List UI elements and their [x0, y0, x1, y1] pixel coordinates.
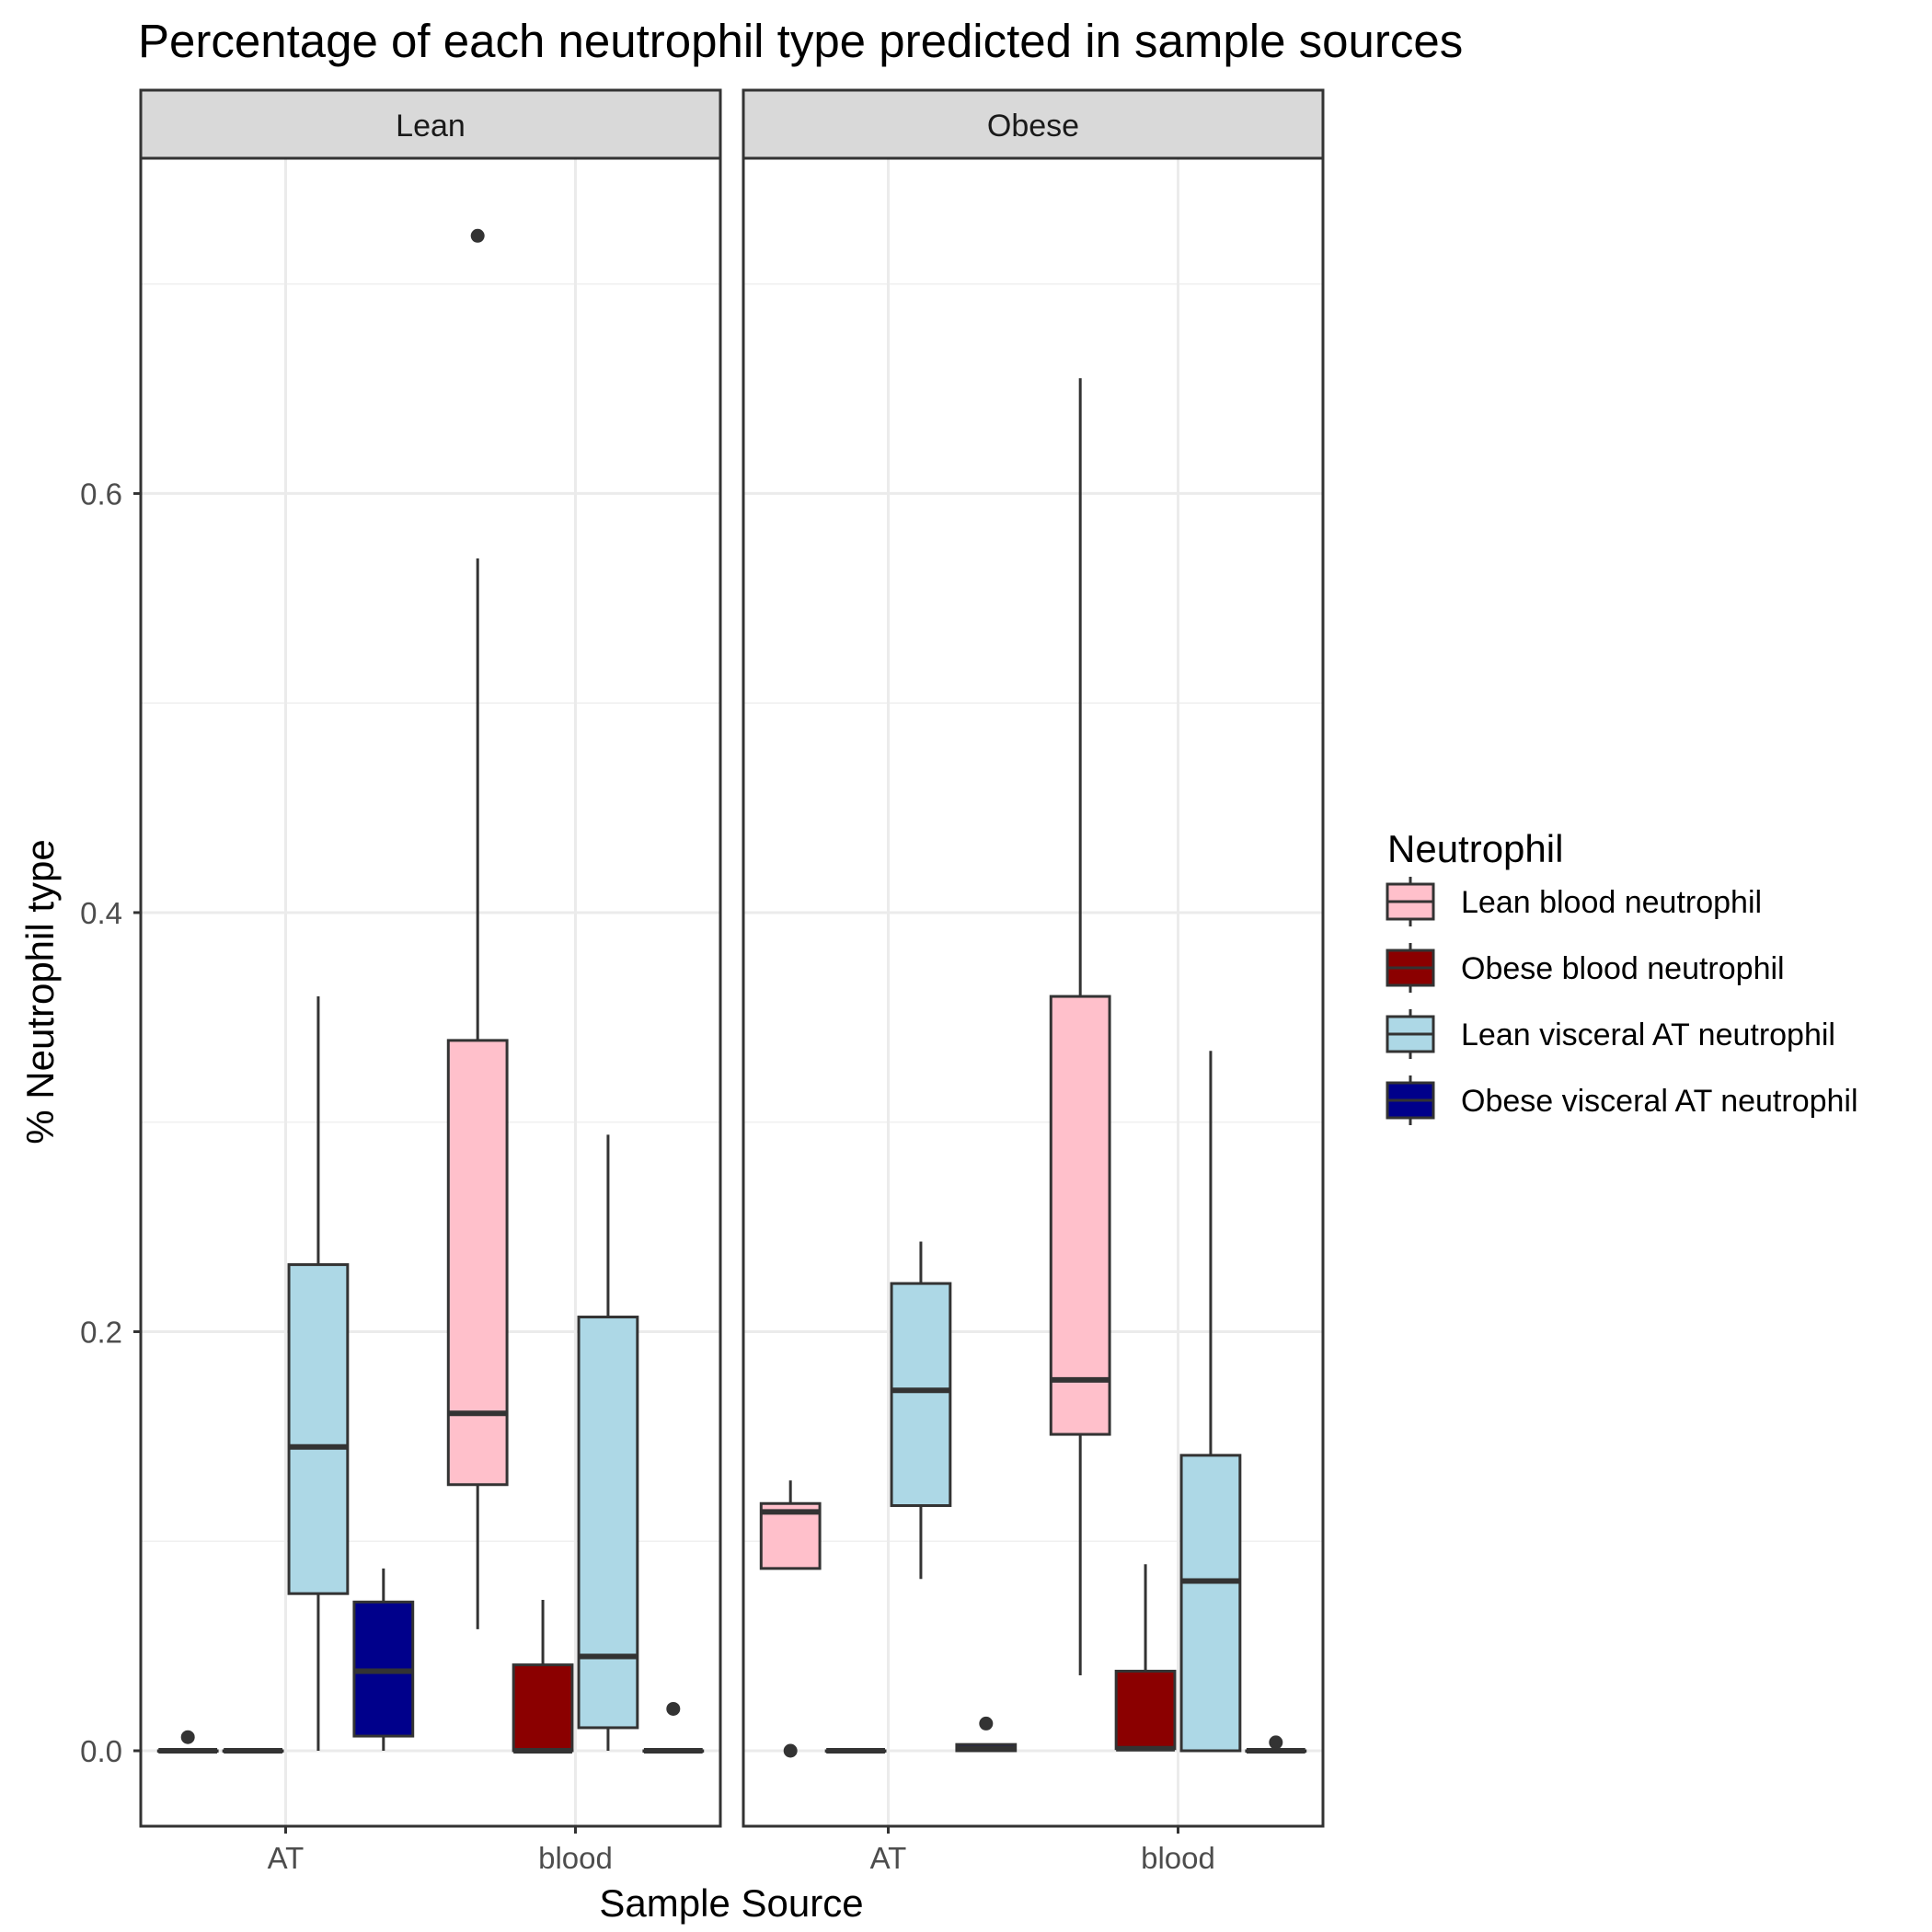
- legend-item: Obese visceral AT neutrophil: [1386, 1075, 1858, 1125]
- box: [446, 1039, 509, 1487]
- boxplot-AT-series-0: [156, 1730, 219, 1754]
- x-axis-title: Sample Source: [599, 1881, 863, 1925]
- outlier-point: [979, 1716, 994, 1731]
- panel-border: [139, 156, 722, 1828]
- outlier-point: [180, 1730, 195, 1744]
- chart-title: Percentage of each neutrophil type predi…: [138, 15, 1463, 67]
- strip-background: [139, 88, 722, 160]
- legend-label: Lean visceral AT neutrophil: [1461, 1018, 1835, 1052]
- legend-label: Obese blood neutrophil: [1461, 951, 1785, 986]
- facet-panel-obese: Obese: [742, 88, 1325, 1828]
- box: [1049, 995, 1111, 1436]
- boxplot-AT-series-1: [824, 1748, 887, 1754]
- boxplot-blood-series-0: [446, 228, 509, 1629]
- boxplot-AT-series-3: [955, 1716, 1018, 1753]
- outlier-point: [1269, 1735, 1283, 1750]
- x-tick-label: blood: [1141, 1841, 1215, 1875]
- box: [577, 1316, 639, 1730]
- strip-background: [742, 88, 1325, 160]
- boxplot-AT-series-1: [222, 1748, 284, 1754]
- boxplot-blood-series-3: [642, 1701, 705, 1754]
- box: [287, 1263, 350, 1595]
- strip-label-lean: Lean: [396, 109, 466, 144]
- gridlines: [141, 158, 720, 1826]
- legend-label: Lean blood neutrophil: [1461, 885, 1762, 920]
- legend-label: Obese visceral AT neutrophil: [1461, 1084, 1858, 1119]
- outlier-point: [666, 1701, 681, 1716]
- box-marks: [759, 378, 1307, 1758]
- boxplot-AT-series-2: [287, 996, 350, 1752]
- box: [512, 1663, 574, 1753]
- y-tick-label: 0.0: [80, 1734, 122, 1768]
- boxplot-AT-series-2: [890, 1241, 952, 1580]
- outlier-point: [783, 1743, 798, 1758]
- facet-panel-lean: Lean: [139, 88, 722, 1828]
- boxplot-blood-series-3: [1245, 1735, 1307, 1754]
- boxplot-blood-series-1: [1114, 1564, 1177, 1752]
- legend-title: Neutrophil: [1387, 827, 1563, 870]
- boxplot-blood-series-1: [512, 1600, 574, 1754]
- y-axis: 0.0 0.2 0.4 0.6: [80, 477, 141, 1768]
- boxplot-AT-series-0: [759, 1480, 822, 1758]
- panel-border: [742, 156, 1325, 1828]
- box: [1114, 1669, 1177, 1751]
- box: [1179, 1454, 1242, 1753]
- box: [890, 1282, 952, 1508]
- x-axis: AT blood AT blood: [268, 1826, 1215, 1875]
- y-tick-label: 0.6: [80, 477, 122, 511]
- x-tick-label: AT: [870, 1841, 907, 1875]
- legend-item: Lean blood neutrophil: [1386, 877, 1762, 926]
- legend-item: Lean visceral AT neutrophil: [1386, 1009, 1835, 1059]
- y-tick-label: 0.4: [80, 896, 122, 930]
- outlier-point: [470, 228, 485, 243]
- box-marks: [156, 228, 705, 1754]
- x-tick-label: blood: [538, 1841, 613, 1875]
- legend: Neutrophil Lean blood neutrophil Obese bl…: [1386, 827, 1858, 1125]
- gridlines: [743, 158, 1323, 1826]
- boxplot-blood-series-2: [577, 1134, 639, 1752]
- y-tick-label: 0.2: [80, 1315, 122, 1349]
- y-axis-title: % Neutrophil type: [18, 839, 62, 1144]
- strip-label-obese: Obese: [987, 109, 1079, 144]
- boxplot-AT-series-3: [352, 1568, 415, 1752]
- boxplot-blood-series-2: [1179, 1051, 1242, 1753]
- legend-item: Obese blood neutrophil: [1386, 943, 1785, 993]
- x-tick-label: AT: [268, 1841, 305, 1875]
- boxplot-blood-series-0: [1049, 378, 1111, 1676]
